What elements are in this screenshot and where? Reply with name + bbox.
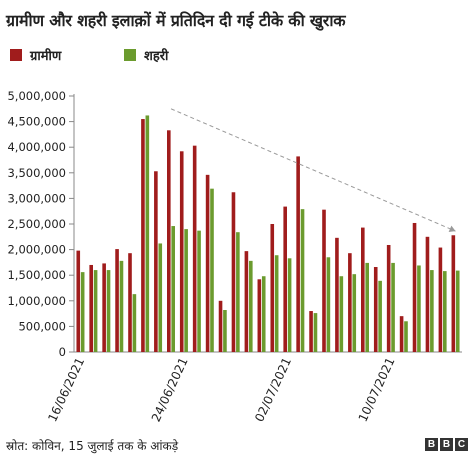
bar-chart: 0 500,000 1,000,000 1,500,000 2,000,000 2,500… [7,89,462,424]
rural-bar [167,130,171,352]
rural-bar [179,151,184,352]
rural-bar [270,224,275,352]
legend-label-urban: शहरी [144,49,169,64]
rural-bar [89,264,93,352]
rural-bar [296,156,300,352]
rural-bar [361,227,365,352]
rural-bar [399,316,404,352]
urban-bar [300,209,305,352]
urban-bar [210,188,214,352]
urban-bar [80,272,85,352]
urban-bar [326,257,331,352]
y-tick-label: 0 [59,345,66,359]
bbc-logo-letter: B [440,438,453,451]
rural-bar [141,119,145,352]
bbc-logo-letter: C [455,438,468,451]
urban-bar [365,262,369,352]
rural-bar [218,300,223,352]
source-note: स्रोत: कोविन, 15 जुलाई तक के आंकड़े [6,439,179,453]
bbc-logo: B B C [425,438,468,451]
urban-bar [391,262,395,352]
legend-swatch-rural [10,49,22,61]
urban-bar [339,276,344,352]
y-tick-label: 4,000,000 [7,140,66,154]
rural-bar [205,174,210,352]
chart-title: ग्रामीण और शहरी इलाक़ों में प्रतिदिन दी … [6,11,346,30]
rural-bar [309,311,313,352]
y-tick-label: 4,500,000 [7,115,66,129]
urban-bar [378,280,382,352]
rural-bar [451,235,456,352]
rural-bar [335,237,339,352]
urban-bar [171,226,175,352]
urban-bar [236,232,240,352]
urban-bar [287,258,292,352]
urban-bar [132,294,137,352]
urban-bar [106,270,111,352]
rural-bar [322,209,326,352]
y-tick-label: 500,000 [18,319,66,333]
x-tick-label: 10/07/2021 [356,355,398,424]
urban-bar [417,265,421,352]
rural-bar [257,279,262,352]
bbc-logo-letter: B [425,438,438,451]
urban-bar [261,276,266,352]
rural-bar [76,250,81,352]
urban-bar [455,270,460,352]
rural-bar [386,244,391,352]
y-tick-label: 3,000,000 [7,191,66,205]
chart-legend: ग्रामीण शहरी [0,46,474,66]
legend-item-rural: ग्रामीण [10,46,61,64]
urban-bar [93,270,98,352]
urban-bar [184,229,188,352]
rural-bar [192,145,197,352]
urban-bar [274,255,279,352]
x-tick-label: 24/06/2021 [149,355,191,424]
rural-bar [154,171,158,352]
trend-line [170,108,456,232]
rural-bar [128,253,132,352]
rural-bar [373,267,378,352]
rural-bar [425,236,430,352]
y-tick-label: 2,000,000 [7,243,66,257]
urban-bar [443,271,447,352]
rural-bar [102,263,106,352]
urban-bar [404,321,408,352]
rural-bar [283,206,287,352]
rural-bar [231,192,236,352]
rural-bar [244,251,249,352]
rural-bar [115,249,119,352]
trend-arrowhead [448,225,456,233]
rural-bar [412,222,417,352]
y-tick-label: 1,000,000 [7,294,66,308]
urban-bar [145,115,150,353]
y-tick-label: 2,500,000 [7,217,66,231]
rural-bar [438,247,443,352]
y-tick-label: 3,500,000 [7,166,66,180]
urban-bar [119,260,124,352]
legend-item-urban: शहरी [124,46,168,64]
y-tick-label: 1,500,000 [7,268,66,282]
y-tick-label: 5,000,000 [7,89,66,103]
rural-bar [348,253,352,352]
x-tick-label: 02/07/2021 [252,355,294,424]
x-tick-label: 16/06/2021 [45,355,87,424]
urban-bar [249,260,253,352]
legend-label-rural: ग्रामीण [30,49,62,64]
urban-bar [313,313,318,352]
urban-bar [352,274,357,352]
urban-bar [197,230,201,352]
urban-bar [430,270,434,352]
urban-bar [158,243,163,352]
urban-bar [223,310,227,352]
legend-swatch-urban [124,49,136,61]
